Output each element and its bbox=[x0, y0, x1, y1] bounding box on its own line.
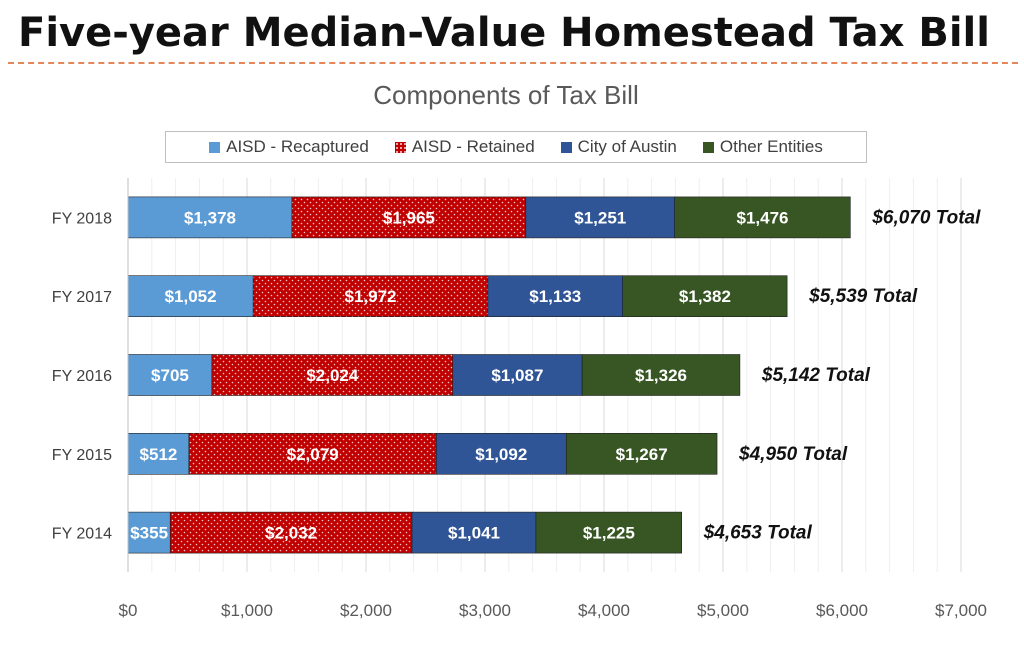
axes: $0 $1,000 $2,000 $3,000 $4,000 $5,000 $6,000 $7… bbox=[52, 178, 987, 620]
data-label: $1,972 bbox=[345, 287, 397, 306]
data-label: $355 bbox=[130, 524, 168, 543]
bar-segment bbox=[291, 196, 527, 239]
data-label: $1,326 bbox=[635, 366, 687, 385]
bar-segment bbox=[565, 432, 718, 475]
total-label: $4,653 Total bbox=[703, 523, 813, 544]
category-label: FY 2017 bbox=[52, 289, 112, 306]
data-label: $1,052 bbox=[165, 287, 217, 306]
data-label: $1,092 bbox=[475, 445, 527, 464]
data-label: $1,251 bbox=[574, 208, 626, 227]
x-tick-label: $3,000 bbox=[459, 601, 511, 620]
total-label: $4,950 Total bbox=[738, 444, 848, 465]
x-tick-label: $5,000 bbox=[697, 601, 749, 620]
data-label: $1,267 bbox=[616, 445, 668, 464]
category-label: FY 2016 bbox=[52, 368, 112, 385]
legend-swatch bbox=[560, 141, 572, 153]
chart-title: Components of Tax Bill bbox=[373, 80, 638, 110]
data-label: $2,024 bbox=[306, 366, 359, 385]
data-label: $1,965 bbox=[383, 208, 435, 227]
legend-label: AISD - Retained bbox=[411, 137, 535, 156]
legend-label: Other Entities bbox=[719, 137, 823, 156]
data-label: $705 bbox=[151, 366, 189, 385]
legend-swatch bbox=[394, 141, 406, 153]
x-tick-label: $1,000 bbox=[221, 601, 273, 620]
x-tick-label: $0 bbox=[119, 601, 138, 620]
data-label: $2,079 bbox=[287, 445, 339, 464]
legend-item: AISD - Recaptured bbox=[209, 137, 369, 157]
legend-item: AISD - Retained bbox=[394, 137, 535, 157]
bar-segment bbox=[622, 275, 788, 318]
x-tick-label: $2,000 bbox=[340, 601, 392, 620]
total-label: $5,539 Total bbox=[808, 286, 918, 307]
data-label: $1,382 bbox=[679, 287, 731, 306]
data-label: $1,225 bbox=[583, 524, 635, 543]
bar-segment bbox=[411, 511, 537, 554]
legend-swatch bbox=[209, 141, 221, 153]
legend-label: AISD - Recaptured bbox=[226, 137, 369, 156]
category-label: FY 2015 bbox=[52, 447, 112, 464]
data-label: $1,378 bbox=[184, 208, 236, 227]
x-tick-label: $4,000 bbox=[578, 601, 630, 620]
legend-item: Other Entities bbox=[702, 137, 823, 157]
category-label: FY 2018 bbox=[52, 210, 112, 227]
data-label: $1,133 bbox=[529, 287, 581, 306]
data-label: $2,032 bbox=[265, 524, 317, 543]
bar-segment bbox=[674, 196, 851, 239]
bar-segment bbox=[525, 196, 675, 239]
title-divider bbox=[8, 62, 1018, 64]
data-label: $512 bbox=[140, 445, 178, 464]
bar-segment bbox=[581, 354, 741, 396]
data-label: $1,087 bbox=[491, 366, 543, 385]
category-label: FY 2014 bbox=[52, 526, 112, 543]
legend: AISD - Recaptured AISD - Retained City of … bbox=[165, 131, 867, 163]
x-tick-label: $6,000 bbox=[816, 601, 868, 620]
total-label: $6,070 Total bbox=[871, 207, 981, 228]
bar-segment bbox=[188, 432, 437, 475]
bar-segment bbox=[452, 354, 583, 396]
bar-segment bbox=[487, 275, 623, 318]
x-tick-label: $7,000 bbox=[935, 601, 987, 620]
legend-label: City of Austin bbox=[577, 137, 677, 156]
bar-segment bbox=[127, 196, 293, 239]
bar-segment bbox=[169, 511, 413, 554]
data-label: $1,041 bbox=[448, 524, 500, 543]
bar-segment bbox=[535, 511, 683, 554]
legend-item: City of Austin bbox=[560, 137, 677, 157]
bars: $1,378 $1,965 $1,251 $1,476 $6,070 Total $1,0… bbox=[127, 196, 981, 554]
total-label: $5,142 Total bbox=[761, 365, 871, 386]
bar-segment bbox=[127, 354, 213, 396]
bar-segment bbox=[436, 432, 567, 475]
bar-segment bbox=[211, 354, 454, 396]
legend-swatch bbox=[702, 141, 714, 153]
slide-title: Five-year Median-Value Homestead Tax Bil… bbox=[18, 10, 990, 56]
data-label: $1,476 bbox=[737, 208, 789, 227]
bar-segment bbox=[252, 275, 489, 318]
